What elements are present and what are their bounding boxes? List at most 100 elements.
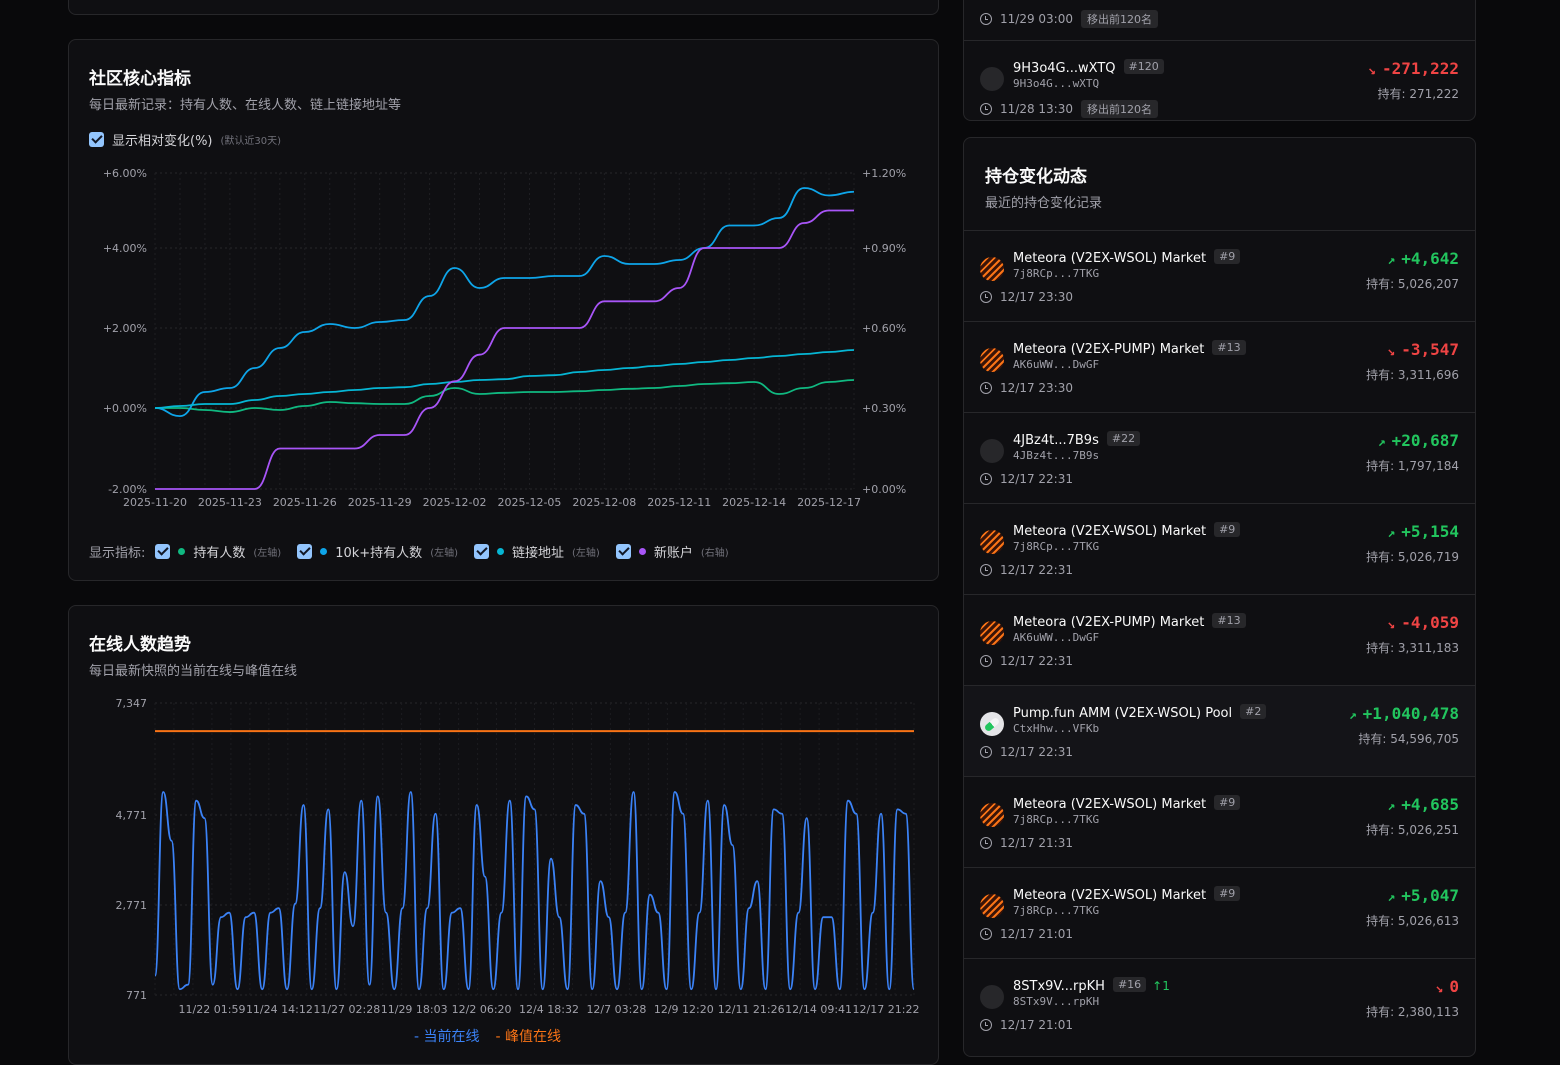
metrics-card: 社区核心指标 每日最新记录：持有人数、在线人数、链上链接地址等 显示相对变化(%… bbox=[68, 39, 939, 581]
legend-holders-checkbox[interactable] bbox=[155, 544, 171, 559]
exit-row[interactable]: 9H3o4G...wXTQ #120 9H3o4G...wXTQ 11/28 13… bbox=[964, 40, 1475, 120]
exit-row-time-text: 11/29 03:00 bbox=[1000, 12, 1073, 26]
exit-row-name: 9H3o4G...wXTQ #120 bbox=[1013, 59, 1164, 76]
hold-prefix: 持有: bbox=[1366, 914, 1398, 928]
series-line-链接地址 bbox=[154, 349, 855, 409]
online-legend-peak-label: 峰值在线 bbox=[505, 1029, 562, 1045]
hold-prefix: 持有: bbox=[1366, 641, 1398, 655]
hold-prefix: 持有: bbox=[1366, 277, 1398, 291]
clock-icon bbox=[980, 13, 992, 25]
x-tick: 12/14 09:41 bbox=[785, 1003, 852, 1016]
feed-row-time-text: 12/17 21:01 bbox=[1000, 1018, 1073, 1032]
feed-row-time: 12/17 22:31 bbox=[980, 563, 1073, 577]
series-line-current bbox=[154, 791, 915, 991]
legend-new-accounts[interactable]: 新账户 (右轴) bbox=[615, 542, 729, 561]
relative-change-note: (默认近30天) bbox=[220, 136, 282, 147]
feed-row[interactable]: Meteora (V2EX-WSOL) Market #9 7j8RCp...7TK… bbox=[964, 230, 1475, 321]
x-tick: 12/7 03:28 bbox=[586, 1003, 646, 1016]
feed-row-hold: 持有: 1,797,184 bbox=[1366, 457, 1459, 474]
y-left-tick: -2.00% bbox=[108, 483, 147, 496]
online-title: 在线人数趋势 bbox=[89, 635, 191, 655]
legend-10k-holders-axis: (左轴) bbox=[430, 548, 458, 559]
x-tick: 2025-11-23 bbox=[198, 496, 262, 509]
feed-row[interactable]: 4JBz4t...7B9s #22 4JBz4t...7B9s 12/17 22:31… bbox=[964, 412, 1475, 503]
legend-linked-addresses-checkbox[interactable] bbox=[474, 544, 489, 559]
feed-row-hold: 持有: 2,380,113 bbox=[1366, 1003, 1459, 1020]
feed-row-time: 12/17 23:30 bbox=[980, 381, 1073, 395]
feed-title: 持仓变化动态 bbox=[985, 167, 1087, 187]
y-tick: 7,347 bbox=[116, 697, 148, 710]
y-right-tick: +1.20% bbox=[862, 167, 906, 180]
x-tick: 2025-12-11 bbox=[647, 496, 711, 509]
feed-row-delta-text: +1,040,478 bbox=[1362, 704, 1459, 723]
y-right-tick: +0.00% bbox=[862, 483, 906, 496]
feed-row-hold-value: 2,380,113 bbox=[1397, 1005, 1459, 1019]
x-tick: 11/22 01:59 bbox=[179, 1003, 246, 1016]
online-legend-peak[interactable]: - 峰值在线 bbox=[495, 1029, 562, 1045]
relative-change-toggle[interactable]: 显示相对变化(%) (默认近30天) bbox=[89, 130, 281, 149]
hold-prefix: 持有: bbox=[1366, 1005, 1398, 1019]
exit-row-time: 11/28 13:30 移出前120名 bbox=[980, 100, 1158, 118]
feed-row-delta: ↘ -3,547 bbox=[1387, 340, 1459, 359]
legend-linked-addresses[interactable]: 链接地址 (左轴) bbox=[474, 542, 600, 561]
hold-prefix: 持有: bbox=[1358, 732, 1391, 746]
arrow-up-right-icon: ↗ bbox=[1348, 708, 1357, 723]
x-tick: 2025-11-26 bbox=[273, 496, 337, 509]
exit-row-tag: 移出前120名 bbox=[1080, 100, 1158, 118]
feed-row-name: 4JBz4t...7B9s #22 bbox=[1013, 431, 1141, 448]
legend-10k-holders-checkbox[interactable] bbox=[297, 544, 313, 559]
feed-row-delta-text: 0 bbox=[1449, 977, 1459, 996]
rank-badge: #9 bbox=[1214, 522, 1241, 537]
y-left-tick: +4.00% bbox=[103, 242, 147, 255]
online-legend: - 当前在线 - 峰值在线 bbox=[414, 1026, 561, 1046]
feed-row[interactable]: Meteora (V2EX-PUMP) Market #13 AK6uWW...Dw… bbox=[964, 321, 1475, 412]
legend-10k-holders-label: 10k+持有人数 bbox=[335, 546, 423, 561]
feed-row[interactable]: Meteora (V2EX-PUMP) Market #13 AK6uWW...Dw… bbox=[964, 594, 1475, 685]
online-card: 在线人数趋势 每日最新快照的当前在线与峰值在线 7,347 4,771 2,771 7… bbox=[68, 605, 939, 1065]
feed-row-delta: ↗ +5,047 bbox=[1387, 886, 1459, 905]
feed-row-name-text: Meteora (V2EX-PUMP) Market bbox=[1013, 615, 1205, 630]
online-legend-current[interactable]: - 当前在线 bbox=[414, 1029, 480, 1045]
feed-row[interactable]: Meteora (V2EX-WSOL) Market #9 7j8RCp...7TK… bbox=[964, 776, 1475, 867]
feed-row-time-text: 12/17 21:31 bbox=[1000, 836, 1073, 850]
feed-row-time-text: 12/17 22:31 bbox=[1000, 563, 1073, 577]
legend-new-accounts-checkbox[interactable] bbox=[615, 544, 631, 559]
y-right-tick: +0.30% bbox=[862, 402, 906, 415]
y-tick: 4,771 bbox=[116, 809, 148, 822]
feed-row[interactable]: Meteora (V2EX-WSOL) Market #9 7j8RCp...7TK… bbox=[964, 503, 1475, 594]
relative-change-checkbox[interactable] bbox=[89, 132, 104, 147]
exit-row[interactable]: 持有: 1,734,555 11/29 03:00 移出前120名 bbox=[964, 0, 1475, 42]
feed-row-time-text: 12/17 21:01 bbox=[1000, 927, 1073, 941]
holdings-feed-card: 持仓变化动态 最近的持仓变化记录 Meteora (V2EX-WSOL) Mar… bbox=[963, 137, 1476, 1057]
feed-row-hold: 持有: 54,596,705 bbox=[1358, 730, 1459, 747]
clock-icon bbox=[980, 655, 992, 667]
feed-row[interactable]: Meteora (V2EX-WSOL) Market #9 7j8RCp...7TK… bbox=[964, 867, 1475, 958]
feed-row-name: 8STx9V...rpKH #16 ↑1 bbox=[1013, 977, 1170, 994]
meteora-logo-icon bbox=[980, 530, 1004, 554]
online-chart: 7,347 4,771 2,771 771 11/22 01:59 11/24 14:12… bbox=[116, 697, 920, 1016]
rank-badge: #13 bbox=[1212, 340, 1246, 355]
legend-10k-holders-dot bbox=[320, 548, 328, 555]
feed-row-name: Meteora (V2EX-PUMP) Market #13 bbox=[1013, 613, 1246, 630]
legend-holders[interactable]: 持有人数 (左轴) bbox=[155, 542, 281, 561]
wallet-avatar-icon bbox=[980, 985, 1004, 1009]
exit-row-delta: ↘ -271,222 bbox=[1368, 59, 1459, 78]
feed-row-hold-value: 3,311,183 bbox=[1397, 641, 1459, 655]
feed-row-name: Meteora (V2EX-WSOL) Market #9 bbox=[1013, 249, 1241, 266]
arrow-up-right-icon: ↗ bbox=[1387, 253, 1396, 268]
legend-new-accounts-label: 新账户 bbox=[653, 546, 693, 561]
x-tick: 12/11 21:26 bbox=[718, 1003, 785, 1016]
relative-change-label: 显示相对变化(%) bbox=[112, 134, 213, 149]
feed-row[interactable]: Pump.fun AMM (V2EX-WSOL) Pool #2 CtxHhw...… bbox=[964, 685, 1475, 776]
arrow-down-right-icon: ↘ bbox=[1387, 344, 1396, 359]
feed-row-time: 12/17 22:31 bbox=[980, 472, 1073, 486]
feed-row-addr: 8STx9V...rpKH bbox=[1013, 995, 1100, 1008]
legend-10k-holders[interactable]: 10k+持有人数 (左轴) bbox=[297, 542, 458, 561]
feed-row[interactable]: 8STx9V...rpKH #16 ↑1 8STx9V...rpKH 12/17 21:… bbox=[964, 958, 1475, 1049]
feed-row-name-text: Meteora (V2EX-WSOL) Market bbox=[1013, 888, 1207, 903]
feed-row-delta: ↘ 0 bbox=[1436, 977, 1459, 996]
online-subtitle: 每日最新快照的当前在线与峰值在线 bbox=[89, 664, 298, 679]
feed-row-time-text: 12/17 22:31 bbox=[1000, 654, 1073, 668]
feed-row-name-text: Meteora (V2EX-WSOL) Market bbox=[1013, 524, 1207, 539]
hold-prefix: 持有: bbox=[1366, 368, 1398, 382]
